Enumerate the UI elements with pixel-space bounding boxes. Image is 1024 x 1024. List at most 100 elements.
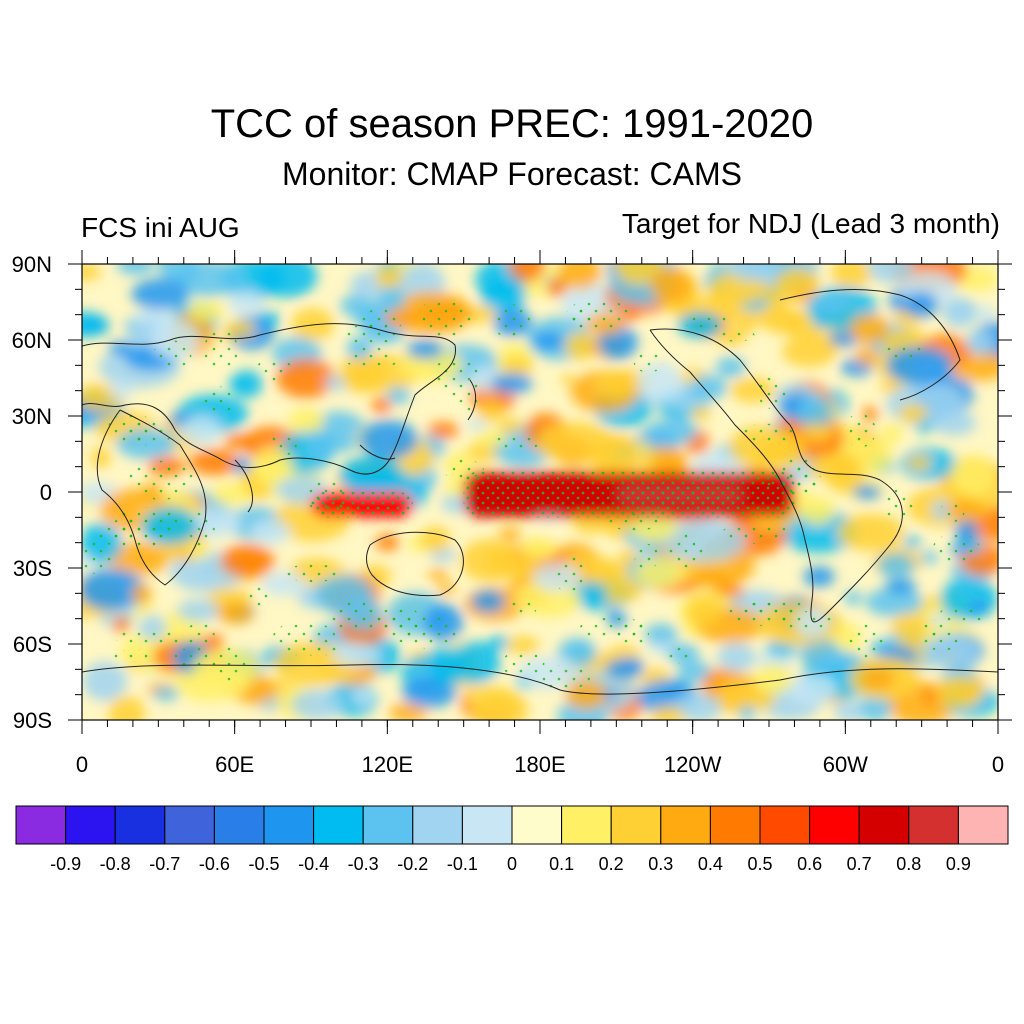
field-blob	[650, 266, 692, 304]
field-blob	[224, 321, 256, 338]
field-blob	[672, 692, 722, 720]
field-blob	[906, 455, 932, 471]
field-blob	[406, 340, 444, 360]
stipple-feature-1	[616, 484, 744, 505]
field-blob	[471, 590, 505, 613]
field-blob	[865, 587, 924, 617]
field-blob	[689, 375, 728, 400]
field-blob	[224, 433, 252, 449]
field-blob	[694, 565, 731, 589]
stipple-patch	[417, 298, 472, 338]
field-blob	[614, 264, 664, 286]
field-blob	[398, 355, 436, 378]
field-blob	[438, 582, 455, 596]
colorbar-label: 0.4	[698, 854, 723, 874]
stipple-patch	[341, 324, 403, 345]
field-blob	[82, 264, 101, 281]
colorbar-label: 0	[507, 854, 517, 874]
field-blob	[941, 297, 978, 328]
colorbar-label: 0.9	[946, 854, 971, 874]
stipple-patch	[82, 538, 112, 575]
stipple-patch	[939, 604, 984, 625]
field-blob	[546, 278, 567, 297]
lon-tick-label: 120W	[664, 752, 722, 777]
field-blob	[480, 279, 527, 313]
lon-tick-label: 60E	[215, 752, 254, 777]
field-blob	[579, 581, 608, 607]
field-blob	[799, 495, 836, 525]
stipple-patch	[914, 632, 970, 651]
field-blob	[561, 373, 574, 386]
colorbar-swatch	[610, 805, 662, 845]
field-blob	[535, 421, 614, 463]
colorbar-swatch	[213, 805, 265, 845]
stipple-patch	[153, 340, 192, 369]
field-blob	[309, 430, 339, 460]
colorbar-label: -0.5	[248, 854, 279, 874]
field-blob	[573, 511, 610, 535]
field-blob	[250, 519, 292, 545]
colorbar-label: 0.3	[648, 854, 673, 874]
colorbar-swatch	[461, 805, 513, 845]
stipple-patch	[920, 620, 954, 637]
stipple-patch	[716, 328, 755, 342]
stipple-patch	[536, 664, 591, 691]
field-blob	[428, 568, 449, 581]
stipple-patch	[739, 423, 794, 445]
field-blob	[371, 397, 392, 414]
field-blob	[477, 401, 503, 423]
stipple-patch	[883, 484, 913, 520]
field-blob	[359, 420, 418, 460]
field-blob	[644, 623, 679, 645]
lon-tick-label: 0	[76, 752, 88, 777]
stipple-patch	[501, 649, 545, 679]
field-blob	[386, 386, 411, 405]
stipple-patch	[507, 600, 537, 617]
stipple-patch	[570, 299, 631, 332]
colorbar-swatch	[362, 805, 414, 845]
field-blob	[177, 599, 221, 622]
stipple-patch	[306, 479, 348, 515]
field-blob	[496, 545, 515, 564]
stipple-patch	[242, 587, 274, 607]
stipple-patch	[939, 502, 965, 523]
field-blob	[131, 278, 189, 311]
field-blob	[290, 689, 344, 720]
field-blob	[831, 264, 873, 288]
field-blob	[898, 403, 929, 423]
field-blob	[645, 418, 698, 445]
field-blob	[189, 448, 241, 476]
chart-subtitle: Monitor: CMAP Forecast: CAMS	[282, 156, 742, 192]
stipple-patch	[885, 343, 925, 364]
initialization-label: FCS ini AUG	[81, 212, 240, 243]
field-blob	[90, 447, 112, 469]
field-blob	[966, 329, 993, 355]
field-blob	[228, 377, 248, 390]
field-blob	[220, 544, 275, 578]
colorbar-label: 0.1	[549, 854, 574, 874]
stipple-patch	[106, 649, 157, 663]
colorbar-swatch	[65, 805, 116, 845]
stipple-patch	[256, 356, 292, 383]
target-label: Target for NDJ (Lead 3 month)	[621, 208, 1000, 239]
field-blob	[375, 265, 403, 290]
field-blob	[860, 693, 892, 720]
field-blob	[430, 661, 468, 685]
coastlines	[82, 289, 998, 695]
field-blob	[800, 423, 835, 441]
field-blob	[504, 636, 540, 654]
colorbar-swatch	[957, 805, 1009, 845]
lat-tick-label: 30S	[13, 556, 52, 581]
colorbar-label: -0.8	[100, 854, 131, 874]
field-blob	[178, 417, 222, 446]
field-blob	[810, 294, 851, 316]
colorbar-swatch	[164, 805, 215, 845]
stipple-patch	[432, 357, 481, 397]
field-blob	[920, 551, 939, 565]
stipple-patch	[684, 311, 729, 332]
stipple-patch	[741, 597, 804, 616]
colorbar-swatch	[660, 805, 711, 845]
field-blob	[389, 702, 427, 720]
lat-tick-label: 90N	[12, 252, 52, 277]
